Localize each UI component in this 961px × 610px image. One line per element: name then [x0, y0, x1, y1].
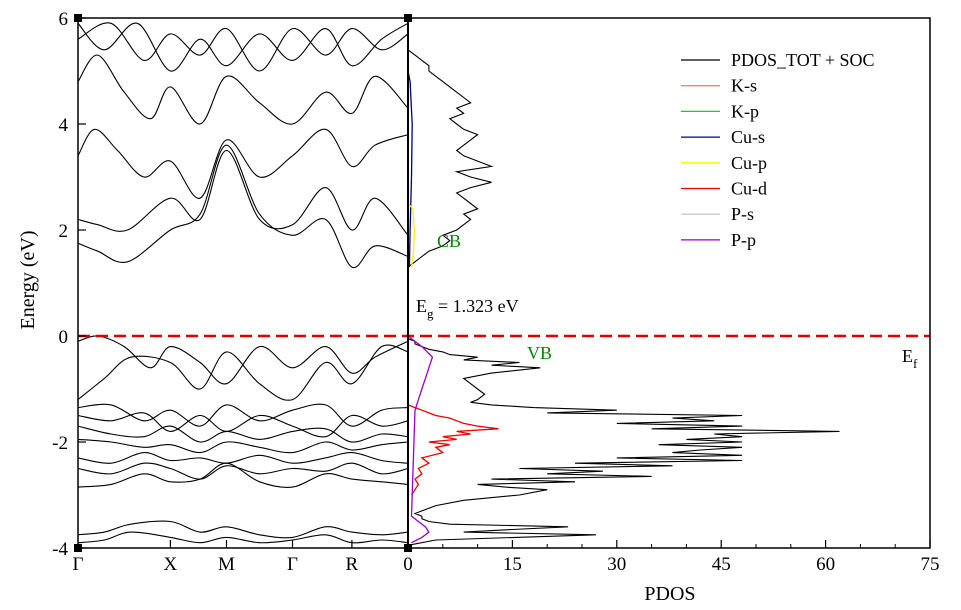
- gap-subscript: g: [427, 306, 434, 321]
- pdos-line-cu-d: [407, 404, 499, 496]
- x-tick-label: 45: [712, 554, 731, 575]
- k-point-label: M: [218, 554, 235, 575]
- pdos-line-pdos-tot-soc: [407, 44, 840, 546]
- legend-label-1: K-s: [731, 76, 757, 96]
- band-line-cb5: [77, 22, 409, 72]
- band-line-cb3: [77, 128, 409, 199]
- corner-marker: [404, 544, 412, 552]
- x-tick-label: 60: [816, 554, 835, 575]
- y-tick-label: 6: [59, 9, 69, 30]
- legend-label-6: P-s: [731, 204, 754, 224]
- pdos-line-cu-p: [407, 203, 415, 268]
- band-lines-group: [77, 22, 409, 544]
- plot-frame: [77, 17, 931, 549]
- corner-marker: [404, 14, 412, 22]
- band-line-vb7: [77, 452, 409, 464]
- gap-annotation: Eg = 1.323 eV: [416, 296, 519, 321]
- k-point-label: Γ: [73, 554, 84, 575]
- band-line-vb1: [77, 335, 409, 385]
- y-axis-title: Energy (eV): [17, 230, 39, 329]
- vb-label: VB: [527, 343, 552, 363]
- band-line-vb4: [77, 412, 409, 438]
- legend-label-4: Cu-p: [731, 153, 767, 173]
- pdos-lines-group: [407, 18, 840, 548]
- fermi-subscript: f: [913, 356, 918, 371]
- legend-label-5: Cu-d: [731, 179, 767, 199]
- cb-label: CB: [437, 231, 461, 251]
- band-line-cb1: [77, 144, 409, 269]
- x-tick-label: 30: [607, 554, 626, 575]
- band-line-vb11: [77, 531, 409, 544]
- legend-label-7: P-p: [731, 230, 756, 250]
- pdos-line-cu-s: [407, 70, 413, 268]
- band-line-vb6: [77, 438, 409, 454]
- legend-label-3: Cu-s: [731, 127, 765, 147]
- x-tick-label: 15: [503, 554, 522, 575]
- band-line-cb2: [77, 149, 409, 236]
- y-tick-label: 2: [59, 221, 69, 242]
- band-line-cb6: [77, 22, 409, 72]
- gap-symbol: E: [416, 296, 427, 316]
- legend-label-2: K-p: [731, 101, 759, 121]
- legend: PDOS_TOT + SOC K-s K-p Cu-s Cu-p Cu-d P-s P-p: [681, 50, 875, 250]
- band-line-cb4: [77, 54, 409, 125]
- k-point-label: X: [164, 554, 178, 575]
- y-tick-label: -2: [52, 433, 68, 454]
- band-line-vb9: [77, 462, 409, 488]
- x-axis-title: PDOS: [644, 583, 695, 605]
- k-point-label: Γ: [287, 554, 298, 575]
- fermi-label: Ef: [902, 346, 918, 371]
- corner-marker: [74, 544, 82, 552]
- band-line-vb10: [77, 520, 409, 539]
- y-tick-label: -4: [52, 539, 68, 560]
- k-point-label: R: [346, 554, 359, 575]
- corner-markers: [74, 14, 412, 552]
- band-line-vb3: [77, 403, 409, 427]
- corner-marker: [74, 14, 82, 22]
- band-line-vb2: [77, 344, 409, 401]
- y-tick-label: 0: [59, 327, 69, 348]
- pdos-line-p-p: [407, 335, 434, 544]
- x-tick-label: 75: [921, 554, 940, 575]
- fermi-symbol: E: [902, 346, 913, 366]
- gap-value: = 1.323 eV: [434, 296, 519, 316]
- y-tick-label: 4: [59, 115, 69, 136]
- axis-ticks-group: -4 -2 0 2 4 6 Γ X M Γ R 0 15 30 45 60 75: [52, 9, 939, 575]
- legend-label-0: PDOS_TOT + SOC: [731, 50, 875, 70]
- band-line-vb8: [77, 462, 409, 480]
- x-tick-label: 0: [403, 554, 413, 575]
- band-line-vb5: [77, 425, 409, 443]
